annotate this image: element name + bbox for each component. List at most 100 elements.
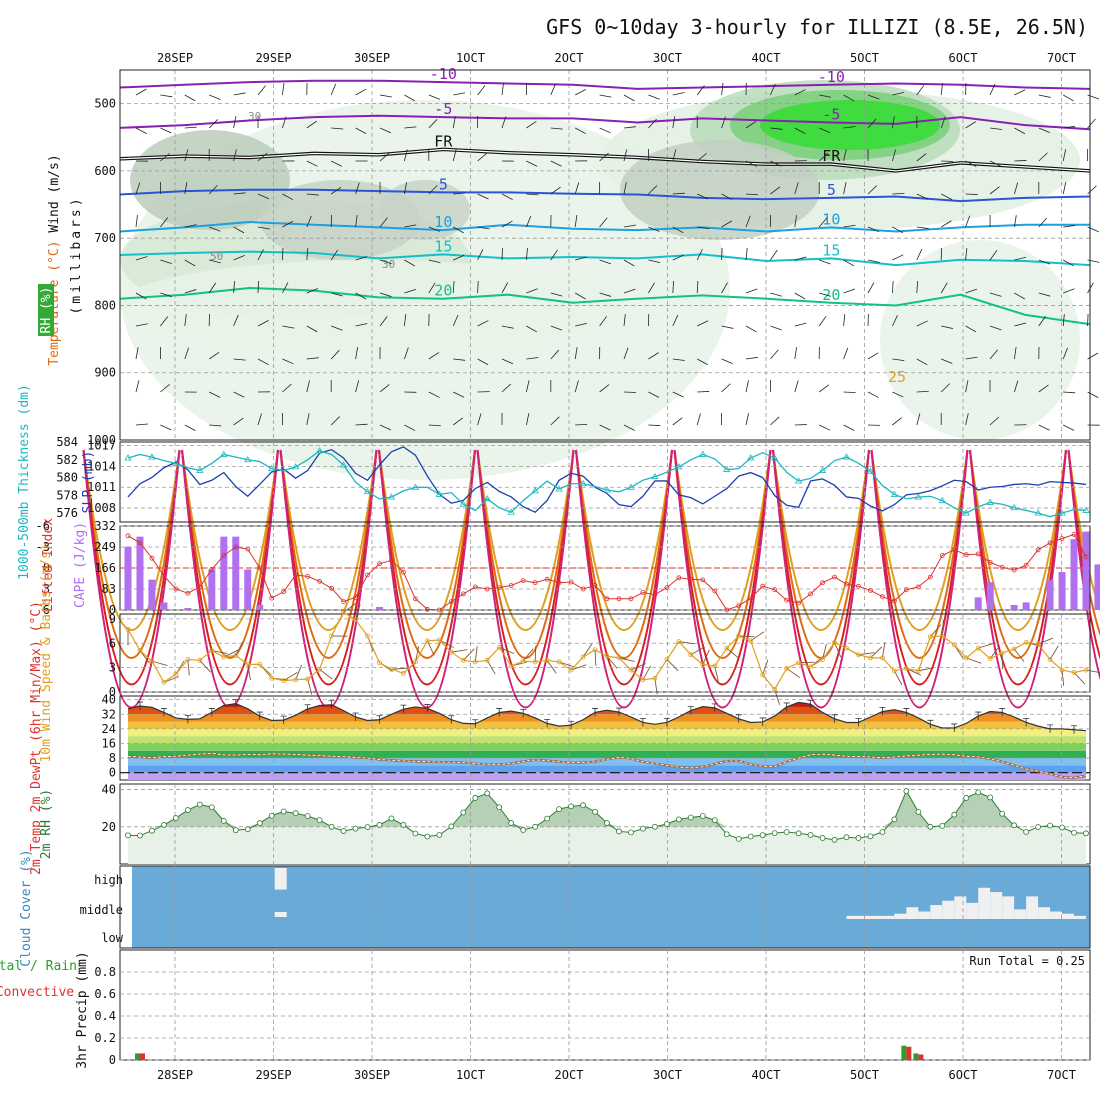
- wind-barb: [428, 94, 441, 100]
- surface-wind-barb: [558, 661, 575, 668]
- li-marker: [532, 580, 538, 586]
- wind-barb: [355, 292, 367, 300]
- wind-barb: [843, 224, 856, 228]
- rh-marker: [532, 823, 539, 830]
- rh-marker: [879, 829, 886, 835]
- wind-barb: [135, 127, 147, 134]
- cape-bar: [974, 597, 982, 610]
- rh-contour-label: 50: [210, 250, 223, 263]
- wind-barb: [233, 391, 245, 398]
- rh-shading: [620, 140, 820, 240]
- rh-marker: [232, 827, 239, 834]
- rh-marker: [125, 832, 131, 839]
- wind-barb: [1014, 347, 1017, 360]
- wind-barb: [209, 226, 221, 232]
- li-marker: [472, 584, 478, 590]
- surface-wind-barb: [451, 649, 468, 653]
- wind-speed-marker: [185, 657, 191, 662]
- temp-minmax-marker: [232, 699, 239, 708]
- wind-speed-marker: [832, 640, 837, 645]
- cloud-axis-label: Cloud Cover (%): [19, 849, 34, 966]
- rh-marker: [759, 832, 766, 839]
- isotherm-label: -10: [818, 68, 845, 86]
- wind-speed-marker: [1011, 646, 1017, 652]
- surface-wind-barb: [858, 652, 875, 656]
- isotherm--10: [119, 79, 1091, 90]
- wind-barb: [941, 358, 953, 364]
- wind-speed-marker: [221, 654, 227, 660]
- li-marker: [832, 574, 837, 580]
- rh-shading: [260, 180, 420, 260]
- wind-barb: [160, 424, 172, 431]
- rh-marker: [376, 822, 383, 828]
- wind-barb: [867, 185, 877, 195]
- x-tick-label-bottom: 4OCT: [752, 1068, 781, 1082]
- wind-speed-marker: [999, 650, 1005, 656]
- wind-barb: [282, 220, 294, 228]
- wind-barb: [623, 288, 636, 294]
- li-marker: [173, 586, 179, 592]
- wind-barb: [257, 320, 269, 327]
- wind-speed-marker: [592, 647, 598, 653]
- wind-barb: [233, 92, 246, 96]
- wind-barb: [1063, 288, 1075, 294]
- wind-speed-marker: [329, 633, 334, 639]
- rh-marker: [1083, 830, 1089, 837]
- li-marker: [197, 584, 203, 590]
- wind-barb: [696, 413, 701, 426]
- wind-barb: [721, 193, 733, 200]
- isotherm--5: [119, 114, 1091, 131]
- wind-barb: [574, 215, 578, 228]
- li-marker: [245, 546, 251, 552]
- surface-wind-barb: [606, 655, 618, 669]
- wind-barb: [843, 259, 855, 267]
- wind-barb: [1087, 282, 1094, 294]
- wind-barb: [282, 325, 295, 329]
- li-tick-label: 6: [43, 603, 50, 617]
- wind-barb: [404, 347, 409, 360]
- cloud-middle-step: [942, 900, 955, 919]
- wind-barb: [599, 152, 609, 162]
- wind-barb: [648, 94, 660, 100]
- wind-barb: [672, 149, 677, 162]
- li-marker: [915, 584, 921, 590]
- cloud-middle-step: [882, 915, 895, 919]
- wind-barb: [501, 220, 513, 228]
- surface-wind-barb: [462, 648, 475, 661]
- wind-barb: [575, 89, 586, 96]
- wind-barb: [257, 358, 269, 366]
- wind-barb: [282, 247, 284, 261]
- wind-barb: [648, 391, 660, 398]
- wind-barb: [184, 314, 187, 327]
- thickness-marker: [267, 464, 276, 472]
- precip-total-bar: [134, 1053, 140, 1060]
- rh-marker: [448, 823, 455, 830]
- thickness-marker: [220, 450, 228, 457]
- wind-barb: [770, 160, 782, 167]
- chart-layer: 28SEP 28SEP 29SEP 29SEP 30SEP 30SEP 1OCT 1OCT 2O…: [0, 51, 1100, 1082]
- wind-barb: [696, 280, 699, 294]
- cloud-middle-step: [930, 905, 943, 919]
- isotherm-label: 20: [434, 282, 452, 300]
- wind-barb: [623, 149, 628, 162]
- wind-barb: [184, 126, 197, 129]
- li-marker: [185, 590, 191, 596]
- wind-barb: [965, 248, 968, 261]
- cloud-middle-step: [846, 915, 859, 919]
- precip-axis-label: 3hr Precip (mm): [75, 951, 90, 1068]
- surface-wind-barb: [199, 660, 211, 673]
- wind-barb: [452, 314, 459, 327]
- surface-wind-barb: [989, 645, 1000, 659]
- wind-barb: [745, 288, 758, 294]
- li-marker: [424, 606, 430, 612]
- wind-barb: [623, 314, 626, 327]
- wind-speed-marker: [987, 656, 993, 662]
- wind-barb: [526, 380, 530, 393]
- wind-barb: [770, 349, 779, 360]
- wind-speed-marker: [257, 661, 263, 667]
- li-marker: [149, 555, 155, 561]
- li-tick-label: 3: [43, 582, 50, 596]
- wind-barb: [428, 391, 440, 398]
- x-tick-label-bottom: 6OCT: [949, 1068, 978, 1082]
- x-tick-label-top: 3OCT: [653, 51, 682, 65]
